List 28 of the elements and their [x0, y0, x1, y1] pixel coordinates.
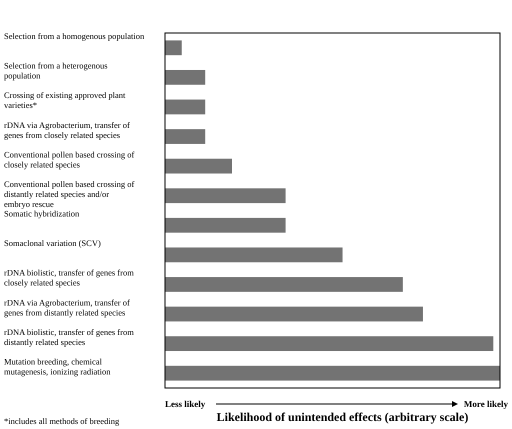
bar — [165, 218, 286, 233]
y-tick-label: Selection from a heterogenous population — [4, 60, 108, 81]
bar — [165, 158, 232, 174]
bar — [165, 366, 500, 381]
y-tick-label: Crossing of existing approved plant varieties* — [4, 90, 126, 110]
x-axis-title: Likelihood of unintended effects (arbitrary scale) — [216, 410, 468, 424]
y-tick-label: Selection from a homogenous population — [4, 31, 145, 41]
bar — [165, 306, 423, 322]
bar — [165, 188, 286, 204]
y-tick-label: Conventional pollen based crossing of distantly related species and/or embryo rescue — [4, 178, 134, 209]
y-tick-label: rDNA biolistic, transfer of genes from distantly related species — [4, 326, 134, 347]
bar — [165, 100, 206, 114]
y-tick-label: Somatic hybridization — [4, 208, 80, 218]
y-tick-label: Conventional pollen based crossing of closely related species — [4, 149, 134, 170]
bar — [165, 129, 206, 144]
y-tick-label: rDNA via Agrobacterium, transfer of genes from distantly related species — [4, 297, 130, 318]
bar — [165, 336, 494, 352]
text: More likely — [464, 399, 508, 409]
text: Less likely — [165, 399, 206, 409]
bar — [165, 247, 343, 262]
bar — [165, 277, 403, 292]
text: *includes all methods of breeding — [4, 416, 120, 426]
y-tick-label: Mutation breeding, chemical mutagenesis, ionizing radiation — [4, 356, 112, 376]
y-tick-label: rDNA biolistic, transfer of genes from closely related species — [4, 268, 134, 288]
y-tick-label: rDNA via Agrobacterium, transfer of genes from closely related species — [4, 120, 130, 140]
bar — [165, 40, 182, 56]
bar — [165, 70, 206, 85]
y-tick-label: Somaclonal variation (SCV) — [4, 238, 101, 248]
